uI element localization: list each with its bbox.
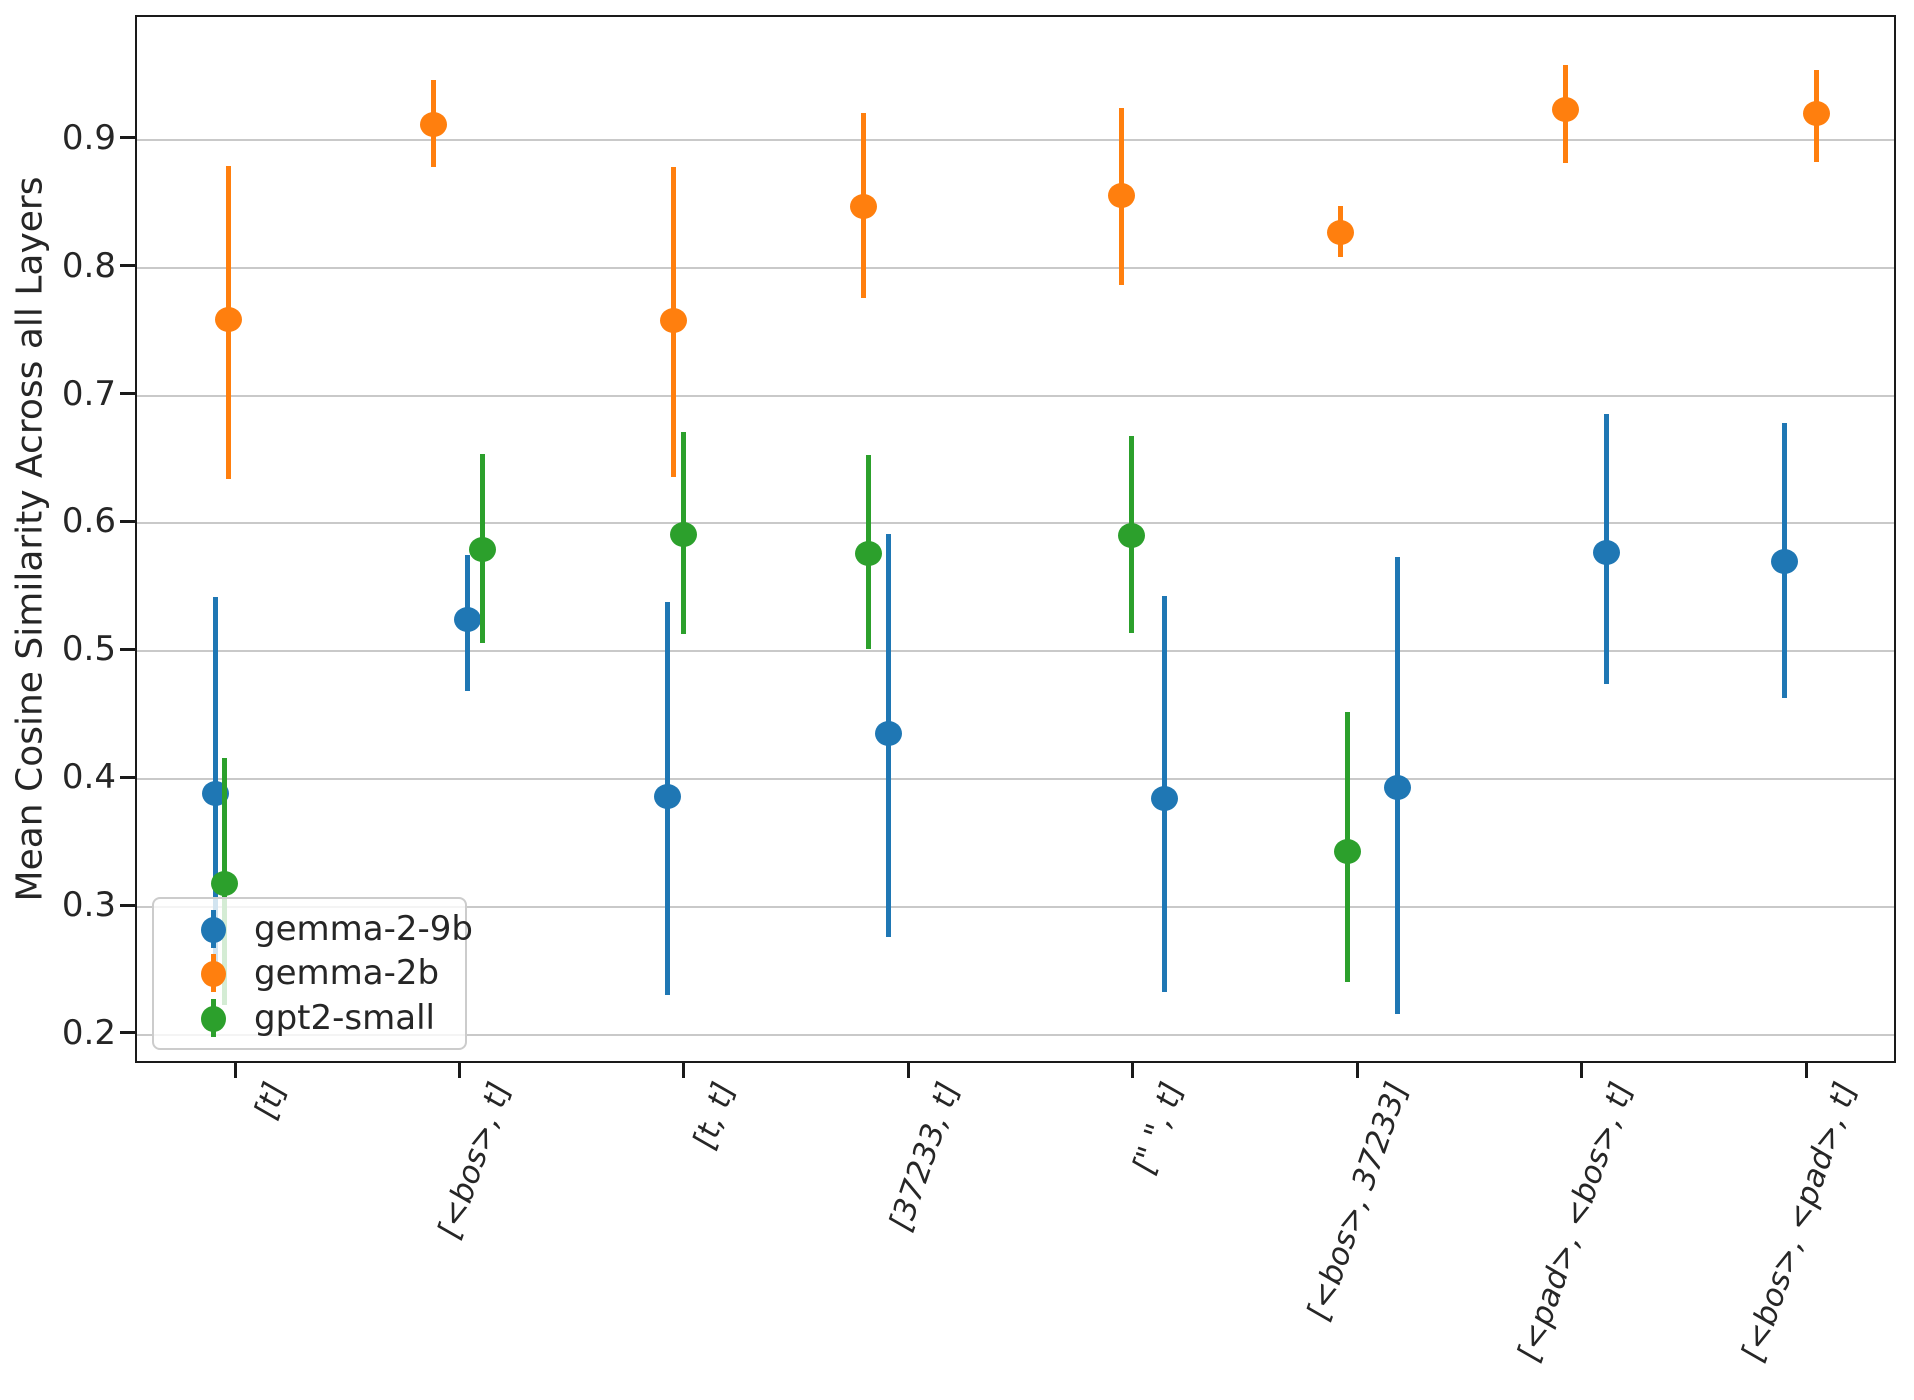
y-tick-label: 0.8 [61, 245, 116, 286]
data-point-gpt2-small [670, 521, 698, 547]
data-point-gemma-2b [1802, 100, 1830, 126]
y-gridline [137, 266, 1894, 269]
legend-label: gemma-2-9b [254, 909, 473, 950]
legend: gemma-2-9b gemma-2b gpt2-small [152, 897, 473, 1050]
y-gridline [137, 522, 1894, 525]
legend-entry: gpt2-small [154, 996, 465, 1040]
x-tick-label: [<bos>, 37233] [1300, 1077, 1416, 1326]
data-point-gemma-2b [849, 194, 877, 220]
x-tick-mark [233, 1063, 237, 1078]
plot-area [135, 15, 1896, 1063]
y-gridline [137, 778, 1894, 781]
data-point-gemma-2-9b [1593, 539, 1621, 565]
data-point-gemma-2b [660, 308, 688, 334]
x-tick-label: [<bos>, <pad>, t] [1734, 1077, 1865, 1367]
data-point-gemma-2b [419, 112, 447, 138]
x-tick-mark [1131, 1063, 1135, 1078]
x-tick-mark [457, 1063, 461, 1078]
data-point-gemma-2b [214, 306, 242, 332]
y-tick-label: 0.4 [61, 757, 116, 798]
x-tick-mark [682, 1063, 686, 1078]
y-tick-label: 0.3 [61, 885, 116, 926]
data-point-gemma-2b [1108, 182, 1136, 208]
legend-label: gpt2-small [254, 997, 435, 1038]
legend-dot-icon [201, 917, 226, 944]
legend-dot-icon [201, 961, 226, 988]
y-tick-label: 0.5 [61, 629, 116, 670]
data-point-gpt2-small [1333, 838, 1361, 864]
x-tick-mark [1580, 1063, 1584, 1078]
legend-label: gemma-2b [254, 953, 440, 994]
y-tick-mark [120, 264, 135, 268]
data-point-gemma-2-9b [1151, 786, 1179, 812]
legend-entry: gemma-2b [154, 951, 465, 995]
y-tick-mark [120, 775, 135, 779]
data-point-gemma-2-9b [654, 783, 682, 809]
y-tick-mark [120, 392, 135, 396]
x-tick-label: [<pad>, <bos>, t] [1510, 1077, 1640, 1367]
legend-marker [154, 951, 244, 995]
legend-marker [154, 907, 244, 951]
legend-entry: gemma-2-9b [154, 907, 473, 951]
y-tick-label: 0.6 [61, 501, 116, 542]
y-gridline [137, 394, 1894, 397]
data-point-gpt2-small [468, 537, 496, 563]
data-point-gemma-2-9b [874, 721, 902, 747]
legend-marker [154, 996, 244, 1040]
data-point-gemma-2-9b [1770, 548, 1798, 574]
data-point-gpt2-small [1118, 522, 1146, 548]
x-tick-mark [906, 1063, 910, 1078]
y-gridline [137, 1033, 1894, 1036]
y-tick-mark [120, 1031, 135, 1035]
y-tick-mark [120, 903, 135, 907]
y-gridline [137, 138, 1894, 141]
data-point-gpt2-small [210, 870, 238, 896]
data-point-gemma-2b [1552, 97, 1580, 123]
data-point-gemma-2-9b [453, 607, 481, 633]
data-point-gemma-2b [1326, 219, 1354, 245]
y-tick-mark [120, 647, 135, 651]
data-point-gpt2-small [854, 540, 882, 566]
y-tick-label: 0.2 [61, 1012, 116, 1053]
data-point-gemma-2-9b [1383, 774, 1411, 800]
x-tick-mark [1355, 1063, 1359, 1078]
y-tick-label: 0.9 [61, 117, 116, 158]
y-tick-label: 0.7 [61, 373, 116, 414]
y-gridline [137, 650, 1894, 653]
y-gridline [137, 906, 1894, 909]
y-tick-mark [120, 519, 135, 523]
x-tick-mark [1804, 1063, 1808, 1078]
y-tick-mark [120, 136, 135, 140]
x-tick-label-anchor: [<bos>, <pad>, t] [0, 1078, 1864, 1367]
legend-dot-icon [201, 1005, 226, 1032]
